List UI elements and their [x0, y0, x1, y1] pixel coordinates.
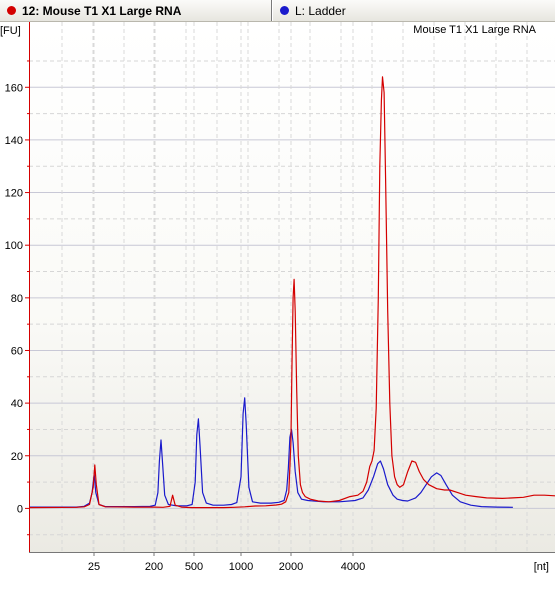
ladder-dot-icon: [280, 6, 289, 15]
sample-dot-icon: [7, 6, 16, 15]
grid: [29, 22, 555, 552]
tab-ladder-label: L: Ladder: [295, 3, 346, 18]
x-tick-label: 200: [145, 561, 163, 573]
y-tick-label: 100: [5, 240, 23, 252]
x-tick-label: 25: [88, 561, 100, 573]
axes: 0 20 40 60 80 100 120 140 160 25 200 500 1000 2000 400…: [5, 22, 555, 573]
x-tick-label: 2000: [279, 561, 303, 573]
tab-ladder[interactable]: L: Ladder: [272, 0, 555, 21]
series-line-ladder: [29, 397, 513, 508]
electropherogram-chart: 0 20 40 60 80 100 120 140 160 25 200 500 1000 2000 400…: [0, 22, 555, 586]
y-tick-label: 160: [5, 82, 23, 94]
x-axis-label: [nt]: [534, 561, 549, 573]
series-group: [28, 76, 555, 509]
tab-sample[interactable]: 12: Mouse T1 X1 Large RNA: [0, 0, 272, 21]
y-tick-label: 0: [17, 503, 23, 515]
chart-title: Mouse T1 X1 Large RNA: [413, 24, 536, 36]
y-tick-label: 60: [11, 345, 23, 357]
trace-tab-bar: 12: Mouse T1 X1 Large RNA L: Ladder: [0, 0, 555, 22]
x-tick-label: 1000: [229, 561, 253, 573]
series-line-sample: [28, 76, 555, 509]
tab-sample-label: 12: Mouse T1 X1 Large RNA: [22, 3, 182, 18]
y-tick-label: 20: [11, 451, 23, 463]
x-tick-label: 4000: [341, 561, 365, 573]
y-tick-label: 140: [5, 135, 23, 147]
y-tick-label: 80: [11, 293, 23, 305]
plot-background: [29, 22, 555, 552]
chart-svg: 0 20 40 60 80 100 120 140 160 25 200 500 1000 2000 400…: [0, 22, 555, 573]
y-tick-label: 120: [5, 188, 23, 200]
x-tick-label: 500: [185, 561, 203, 573]
y-tick-label: 40: [11, 398, 23, 410]
y-axis-label: [FU]: [0, 25, 21, 37]
